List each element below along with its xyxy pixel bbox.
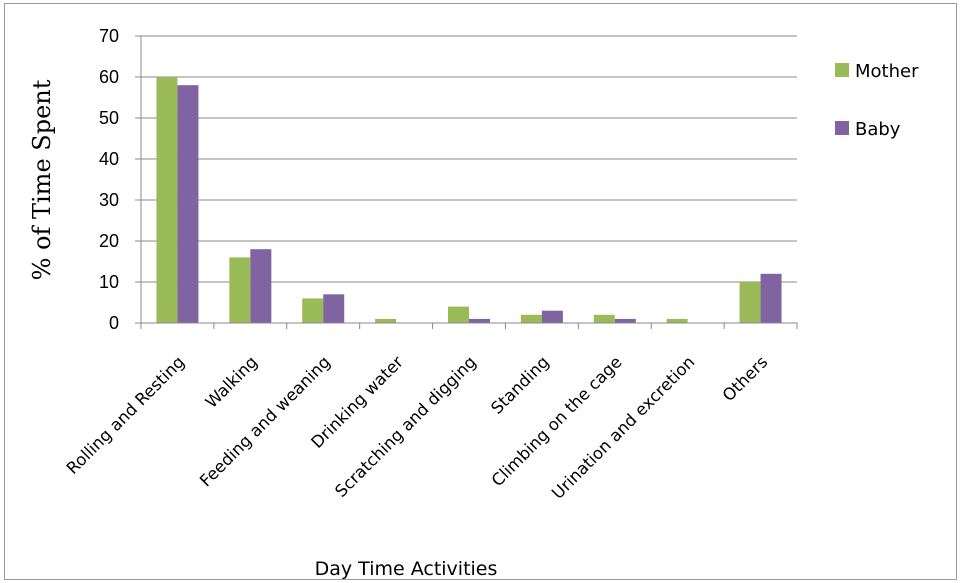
bar-baby-4: [469, 318, 490, 323]
x-tick-label: Feeding and weaning: [196, 352, 334, 490]
legend-swatch-mother: [835, 63, 849, 77]
bar-mother-2: [302, 298, 324, 323]
bar-baby-5: [541, 310, 563, 323]
x-tick-label: Standing: [487, 352, 552, 417]
y-tick-label: 0: [109, 313, 119, 333]
bar-baby-0: [177, 85, 199, 323]
y-axis-ticks: 0 10 20 30 40 50 60 70: [99, 26, 141, 333]
x-tick-label: Scratching and digging: [331, 352, 480, 501]
y-tick-label: 30: [99, 190, 119, 210]
bar-baby-2: [323, 294, 345, 323]
y-tick-label: 20: [99, 231, 119, 251]
bar-mother-1: [229, 257, 251, 323]
bar-mother-4: [448, 306, 469, 323]
bar-mother-6: [593, 314, 615, 323]
x-tick-label: Walking: [202, 352, 261, 411]
y-tick-label: 60: [99, 67, 119, 87]
y-tick-label: 40: [99, 149, 119, 169]
y-axis-label: % of Time Spent: [28, 79, 56, 280]
y-tick-label: 70: [99, 26, 119, 46]
bar-baby-1: [250, 249, 272, 323]
axes: [140, 36, 798, 329]
bar-baby-8: [760, 273, 782, 323]
bar-mother-8: [739, 282, 761, 323]
legend-label-mother: Mother: [855, 61, 919, 82]
x-axis-label: Day Time Activities: [315, 558, 498, 580]
y-tick-label: 50: [99, 108, 119, 128]
x-tick-label: Rolling and Resting: [63, 352, 189, 478]
gridlines: [141, 35, 797, 283]
legend: Mother Baby: [835, 61, 919, 140]
legend-swatch-baby: [835, 121, 849, 135]
bar-mother-5: [520, 314, 542, 323]
x-tick-label: Urination and excretion: [548, 352, 698, 502]
bar-mother-0: [156, 77, 178, 323]
x-tick-label: Others: [719, 352, 772, 405]
x-tick-label: Climbing on the cage: [488, 352, 626, 490]
bar-baby-6: [614, 318, 636, 323]
bar-mother-7: [666, 318, 688, 323]
y-tick-label: 10: [99, 272, 119, 292]
bar-mother-3: [375, 318, 397, 323]
bars: [156, 77, 782, 323]
legend-label-baby: Baby: [855, 119, 901, 140]
